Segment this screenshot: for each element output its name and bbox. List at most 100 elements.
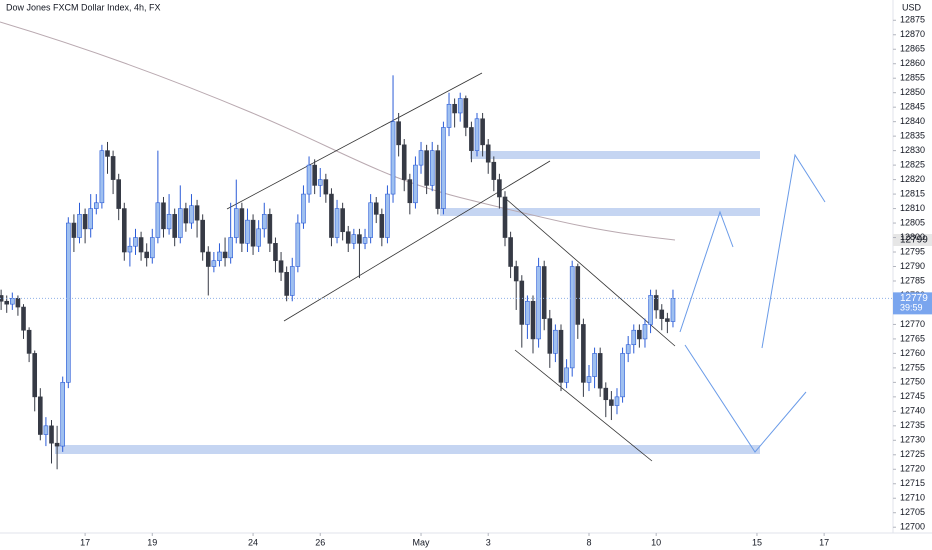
candle-body	[15, 298, 21, 308]
candle-body	[452, 103, 457, 114]
trend-line	[226, 72, 483, 210]
candle-body	[457, 98, 463, 114]
candle-body	[317, 179, 323, 186]
candle-body	[194, 205, 200, 221]
candle-body	[653, 295, 659, 311]
candle-body	[441, 127, 446, 209]
y-tick-label: 12830	[900, 145, 925, 155]
candle-body	[379, 214, 385, 238]
candle-body	[345, 231, 351, 244]
candle-body	[530, 300, 536, 340]
candle-body	[116, 179, 121, 209]
x-tick-label: May	[413, 537, 431, 547]
candle-body	[625, 344, 631, 354]
candle-body	[205, 251, 211, 267]
x-tick-label: 8	[586, 537, 591, 547]
projection-arrow	[684, 344, 807, 453]
candle-body	[278, 260, 284, 273]
candle-body	[424, 150, 429, 186]
x-tick-label: 19	[147, 537, 157, 547]
trend-line	[283, 160, 551, 322]
x-tick-label: 26	[315, 537, 325, 547]
candle-body	[4, 300, 10, 305]
candle-body	[357, 234, 362, 244]
projection-arrow	[761, 153, 826, 349]
candle-body	[340, 208, 345, 233]
x-tick-label: 17	[80, 537, 90, 547]
last-price-label: 12779	[900, 293, 928, 304]
candle-body	[390, 121, 396, 195]
y-tick-label: 12805	[900, 217, 925, 227]
candle-body	[177, 208, 183, 238]
y-tick-label: 12790	[900, 261, 925, 271]
y-tick-label: 12865	[900, 44, 925, 54]
countdown: 39:59	[900, 303, 923, 313]
candle-body	[502, 196, 508, 238]
candle-body	[558, 329, 564, 383]
drawings	[0, 21, 826, 462]
y-tick-label: 12825	[900, 159, 925, 169]
ma-label: 12799	[900, 235, 928, 246]
resistance-zone	[470, 151, 760, 159]
candle-body	[49, 425, 54, 444]
y-tick-label: 12870	[900, 29, 925, 39]
candle-body	[614, 396, 620, 406]
candle-body	[93, 202, 99, 209]
candle-body	[469, 127, 474, 151]
candle-body	[536, 266, 541, 340]
candle-body	[575, 266, 581, 325]
support-zone	[55, 445, 760, 454]
candle-body	[99, 150, 105, 204]
candle-body	[256, 228, 261, 247]
candle-body	[295, 222, 301, 267]
y-tick-label: 12715	[900, 478, 925, 488]
candle-body	[60, 382, 66, 447]
y-tick-label: 12840	[900, 116, 925, 126]
candle-body	[474, 118, 480, 151]
y-tick-label: 12705	[900, 507, 925, 517]
candle-body	[323, 179, 329, 195]
candle-body	[233, 208, 239, 238]
ma-tag	[893, 234, 932, 246]
y-tick-label: 12730	[900, 435, 925, 445]
candle-body	[670, 298, 676, 322]
candle-body	[54, 442, 60, 447]
candle-body	[217, 251, 222, 262]
candle-body	[71, 222, 77, 238]
candle-body	[239, 208, 245, 244]
candle-body	[105, 150, 110, 157]
candle-body	[368, 202, 373, 238]
candle-body	[547, 318, 553, 354]
candle-body	[659, 309, 665, 319]
y-tick-label: 12755	[900, 362, 925, 372]
candle-body	[312, 164, 317, 186]
candle-body	[513, 266, 519, 282]
candle-body	[155, 202, 161, 238]
y-tick-label: 12760	[900, 348, 925, 358]
candle-body	[491, 161, 497, 180]
candle-body	[10, 298, 15, 305]
candle-body	[401, 144, 407, 180]
moving-average	[0, 21, 676, 241]
resistance-zone	[440, 208, 760, 216]
candle-body	[396, 121, 401, 146]
candle-body	[77, 214, 82, 238]
x-tick-label: 17	[819, 537, 829, 547]
candle-body	[250, 219, 256, 247]
candle-body	[222, 251, 228, 259]
candle-body	[603, 387, 609, 401]
y-tick-label: 12765	[900, 333, 925, 343]
candle-body	[609, 399, 614, 406]
y-tick-label: 12875	[900, 15, 925, 25]
y-tick-label: 12750	[900, 377, 925, 387]
y-tick-label: 12770	[900, 319, 925, 329]
candle-body	[228, 237, 233, 259]
candle-body	[334, 208, 340, 238]
candle-body	[138, 237, 144, 253]
candle-body	[586, 376, 592, 383]
candle-body	[631, 329, 637, 346]
candle-body	[497, 179, 502, 198]
candle-body	[413, 164, 418, 204]
y-tick-label: 12700	[900, 522, 925, 532]
